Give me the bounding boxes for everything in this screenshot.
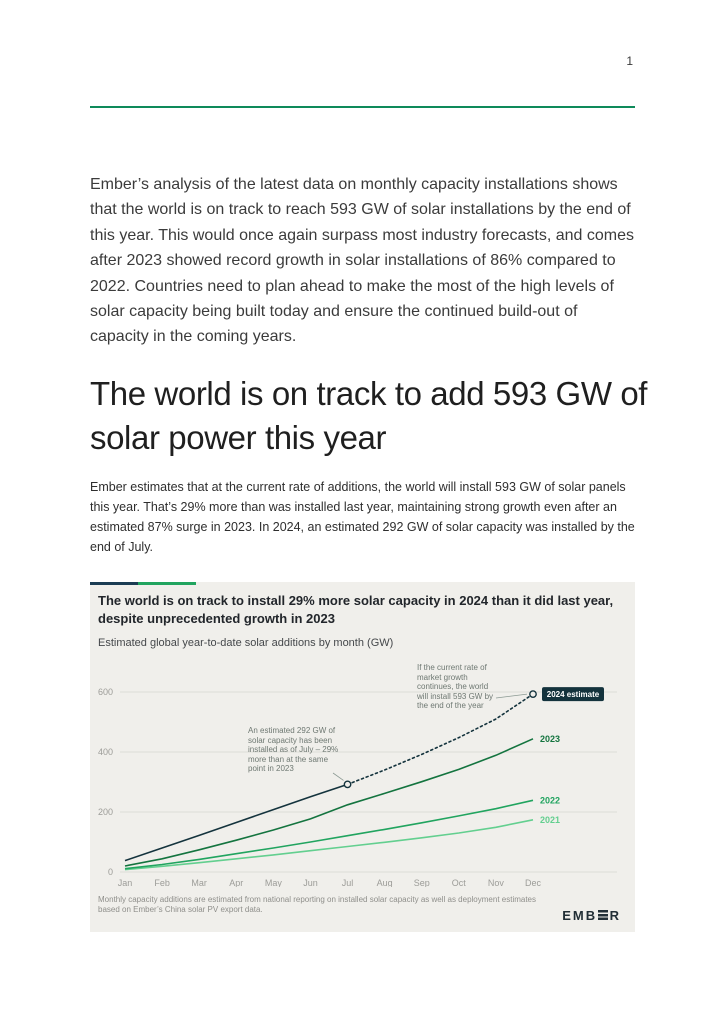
svg-text:0: 0: [108, 867, 113, 877]
summary-paragraph: Ember estimates that at the current rate…: [90, 480, 635, 554]
chart-subtitle: Estimated global year-to-date solar addi…: [98, 637, 394, 649]
svg-text:2021: 2021: [540, 815, 560, 825]
svg-text:600: 600: [98, 687, 113, 697]
svg-text:Jul: Jul: [342, 878, 354, 887]
svg-text:May: May: [265, 878, 283, 887]
logo-text-suffix: R: [609, 908, 621, 923]
svg-text:Apr: Apr: [229, 878, 243, 887]
accent-navy-segment: [90, 582, 138, 585]
page-title: The world is on track to add 593 GW of s…: [90, 375, 648, 456]
annotation-292gw: An estimated 292 GW of solar capacity ha…: [248, 726, 339, 773]
logo-text-prefix: EMB: [562, 908, 598, 923]
svg-text:Jun: Jun: [303, 878, 318, 887]
chart-area: 0 200 400 600 Jan Feb Mar Apr May Jun Jul Aug Sep Oct…: [95, 655, 625, 887]
ember-logo: EMB R: [562, 908, 621, 923]
svg-text:2023: 2023: [540, 734, 560, 744]
intro-paragraph: Ember’s analysis of the latest data on m…: [90, 176, 634, 346]
svg-text:Nov: Nov: [488, 878, 505, 887]
chart-title: The world is on track to install 29% mor…: [98, 593, 614, 626]
svg-text:Sep: Sep: [414, 878, 430, 887]
svg-text:Dec: Dec: [525, 878, 542, 887]
ember-e-icon: [597, 910, 608, 920]
svg-text:Mar: Mar: [191, 878, 207, 887]
card-accent-bar: [90, 582, 196, 585]
svg-text:2024 estimate: 2024 estimate: [547, 690, 600, 699]
chart-card: The world is on track to install 29% mor…: [90, 582, 635, 932]
chart-footnote: Monthly capacity additions are estimated…: [98, 895, 536, 914]
svg-text:200: 200: [98, 807, 113, 817]
svg-text:Jan: Jan: [118, 878, 133, 887]
accent-green-segment: [138, 582, 196, 585]
page-number: 1: [626, 54, 633, 68]
solar-additions-line-chart: 0 200 400 600 Jan Feb Mar Apr May Jun Jul Aug Sep Oct…: [98, 687, 617, 887]
svg-text:Aug: Aug: [377, 878, 393, 887]
svg-text:2022: 2022: [540, 795, 560, 805]
svg-text:Oct: Oct: [452, 878, 467, 887]
annotation-593gw: If the current rate of market growth con…: [417, 663, 494, 710]
top-divider: [90, 106, 635, 108]
svg-text:400: 400: [98, 747, 113, 757]
svg-text:Feb: Feb: [154, 878, 170, 887]
